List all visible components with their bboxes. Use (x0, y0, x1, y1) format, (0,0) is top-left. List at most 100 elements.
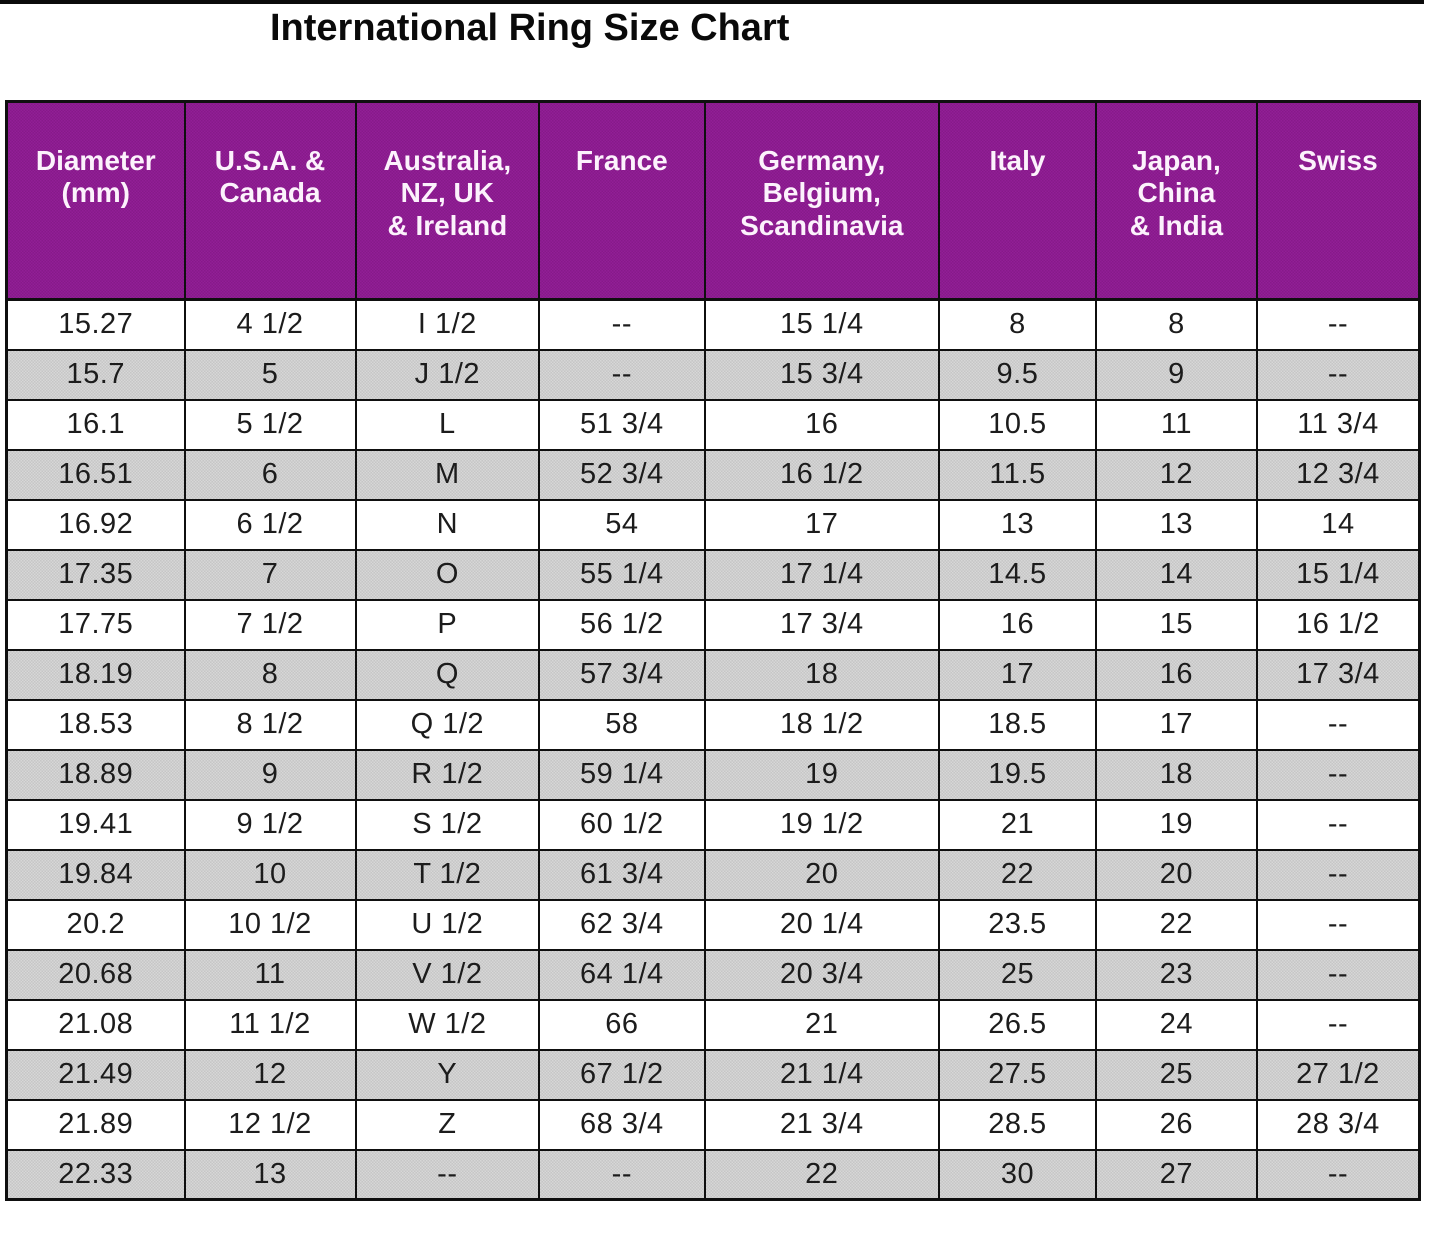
cell-diameter-mm: 21.49 (5, 1048, 186, 1101)
cell-italy: 9.5 (938, 348, 1097, 401)
column-header-france: France (538, 100, 706, 301)
table-row: 18.89 9 R 1/2 59 1/4 19 19.5 18 -- (5, 748, 1421, 801)
cell-diameter-mm: 17.35 (5, 548, 186, 601)
cell-australia-nz-uk-ireland: J 1/2 (354, 348, 541, 401)
cell-usa-canada: 5 (183, 348, 357, 401)
cell-usa-canada: 6 (183, 448, 357, 501)
cell-japan-china-india: 11 (1094, 398, 1258, 451)
cell-france: 68 3/4 (538, 1098, 706, 1151)
cell-france: 64 1/4 (538, 948, 706, 1001)
cell-italy: 16 (938, 598, 1097, 651)
cell-italy: 17 (938, 648, 1097, 701)
cell-australia-nz-uk-ireland: L (354, 398, 541, 451)
cell-usa-canada: 8 1/2 (183, 698, 357, 751)
table-row: 17.35 7 O 55 1/4 17 1/4 14.5 14 15 1/4 (5, 548, 1421, 601)
cell-france: 67 1/2 (538, 1048, 706, 1101)
cell-italy: 27.5 (938, 1048, 1097, 1101)
cell-japan-china-india: 18 (1094, 748, 1258, 801)
column-header-germany-belgium-scandinavia: Germany, Belgium, Scandinavia (703, 100, 941, 301)
cell-usa-canada: 9 (183, 748, 357, 801)
cell-italy: 25 (938, 948, 1097, 1001)
cell-australia-nz-uk-ireland: S 1/2 (354, 798, 541, 851)
cell-diameter-mm: 19.41 (5, 798, 186, 851)
cell-france: 57 3/4 (538, 648, 706, 701)
cell-swiss: -- (1255, 698, 1421, 751)
cell-italy: 19.5 (938, 748, 1097, 801)
column-header-usa-canada: U.S.A. & Canada (183, 100, 357, 301)
cell-swiss: 15 1/4 (1255, 548, 1421, 601)
cell-france: -- (538, 298, 706, 351)
top-border-rule (0, 0, 1424, 4)
table-row: 19.41 9 1/2 S 1/2 60 1/2 19 1/2 21 19 -- (5, 798, 1421, 851)
cell-swiss: 27 1/2 (1255, 1048, 1421, 1101)
cell-italy: 21 (938, 798, 1097, 851)
cell-diameter-mm: 16.92 (5, 498, 186, 551)
column-header-italy: Italy (938, 100, 1097, 301)
cell-swiss: 12 3/4 (1255, 448, 1421, 501)
column-header-japan-china-india: Japan, China & India (1094, 100, 1258, 301)
cell-usa-canada: 11 (183, 948, 357, 1001)
cell-swiss: 28 3/4 (1255, 1098, 1421, 1151)
cell-diameter-mm: 22.33 (5, 1148, 186, 1201)
table-row: 18.53 8 1/2 Q 1/2 58 18 1/2 18.5 17 -- (5, 698, 1421, 751)
cell-usa-canada: 12 1/2 (183, 1098, 357, 1151)
header-row: Diameter (mm) U.S.A. & Canada Australia, N… (5, 100, 1421, 301)
cell-germany-belgium-scandinavia: 17 1/4 (703, 548, 941, 601)
cell-diameter-mm: 15.27 (5, 298, 186, 351)
cell-italy: 10.5 (938, 398, 1097, 451)
cell-japan-china-india: 24 (1094, 998, 1258, 1051)
cell-japan-china-india: 26 (1094, 1098, 1258, 1151)
table-body: 15.27 4 1/2 I 1/2 -- 15 1/4 8 8 -- 15.7 5 J 1/2 -- 1… (5, 298, 1421, 1201)
cell-france: 55 1/4 (538, 548, 706, 601)
cell-italy: 30 (938, 1148, 1097, 1201)
cell-italy: 26.5 (938, 998, 1097, 1051)
cell-australia-nz-uk-ireland: O (354, 548, 541, 601)
cell-swiss: -- (1255, 348, 1421, 401)
cell-australia-nz-uk-ireland: Q (354, 648, 541, 701)
cell-diameter-mm: 16.1 (5, 398, 186, 451)
page-title: International Ring Size Chart (270, 7, 790, 49)
cell-france: 61 3/4 (538, 848, 706, 901)
cell-japan-china-india: 14 (1094, 548, 1258, 601)
cell-italy: 14.5 (938, 548, 1097, 601)
cell-swiss: 17 3/4 (1255, 648, 1421, 701)
cell-usa-canada: 10 (183, 848, 357, 901)
cell-usa-canada: 4 1/2 (183, 298, 357, 351)
cell-diameter-mm: 18.89 (5, 748, 186, 801)
cell-australia-nz-uk-ireland: Z (354, 1098, 541, 1151)
cell-germany-belgium-scandinavia: 19 1/2 (703, 798, 941, 851)
column-header-australia-nz-uk-ireland: Australia, NZ, UK & Ireland (354, 100, 541, 301)
cell-germany-belgium-scandinavia: 22 (703, 1148, 941, 1201)
cell-japan-china-india: 16 (1094, 648, 1258, 701)
cell-diameter-mm: 17.75 (5, 598, 186, 651)
cell-australia-nz-uk-ireland: I 1/2 (354, 298, 541, 351)
cell-swiss: -- (1255, 998, 1421, 1051)
table-row: 21.08 11 1/2 W 1/2 66 21 26.5 24 -- (5, 998, 1421, 1051)
cell-japan-china-india: 13 (1094, 498, 1258, 551)
table-row: 15.27 4 1/2 I 1/2 -- 15 1/4 8 8 -- (5, 298, 1421, 351)
cell-japan-china-india: 9 (1094, 348, 1258, 401)
cell-diameter-mm: 18.53 (5, 698, 186, 751)
cell-japan-china-india: 15 (1094, 598, 1258, 651)
cell-usa-canada: 12 (183, 1048, 357, 1101)
cell-france: 62 3/4 (538, 898, 706, 951)
cell-italy: 22 (938, 848, 1097, 901)
cell-germany-belgium-scandinavia: 21 (703, 998, 941, 1051)
cell-diameter-mm: 16.51 (5, 448, 186, 501)
cell-usa-canada: 7 (183, 548, 357, 601)
cell-diameter-mm: 20.2 (5, 898, 186, 951)
cell-swiss: 16 1/2 (1255, 598, 1421, 651)
cell-usa-canada: 10 1/2 (183, 898, 357, 951)
cell-japan-china-india: 19 (1094, 798, 1258, 851)
cell-germany-belgium-scandinavia: 16 (703, 398, 941, 451)
cell-australia-nz-uk-ireland: M (354, 448, 541, 501)
cell-japan-china-india: 27 (1094, 1148, 1258, 1201)
table-row: 18.19 8 Q 57 3/4 18 17 16 17 3/4 (5, 648, 1421, 701)
table-row: 16.51 6 M 52 3/4 16 1/2 11.5 12 12 3/4 (5, 448, 1421, 501)
cell-france: -- (538, 348, 706, 401)
cell-usa-canada: 13 (183, 1148, 357, 1201)
cell-germany-belgium-scandinavia: 15 1/4 (703, 298, 941, 351)
cell-japan-china-india: 8 (1094, 298, 1258, 351)
cell-diameter-mm: 19.84 (5, 848, 186, 901)
ring-size-table: Diameter (mm) U.S.A. & Canada Australia, N… (5, 100, 1421, 1201)
